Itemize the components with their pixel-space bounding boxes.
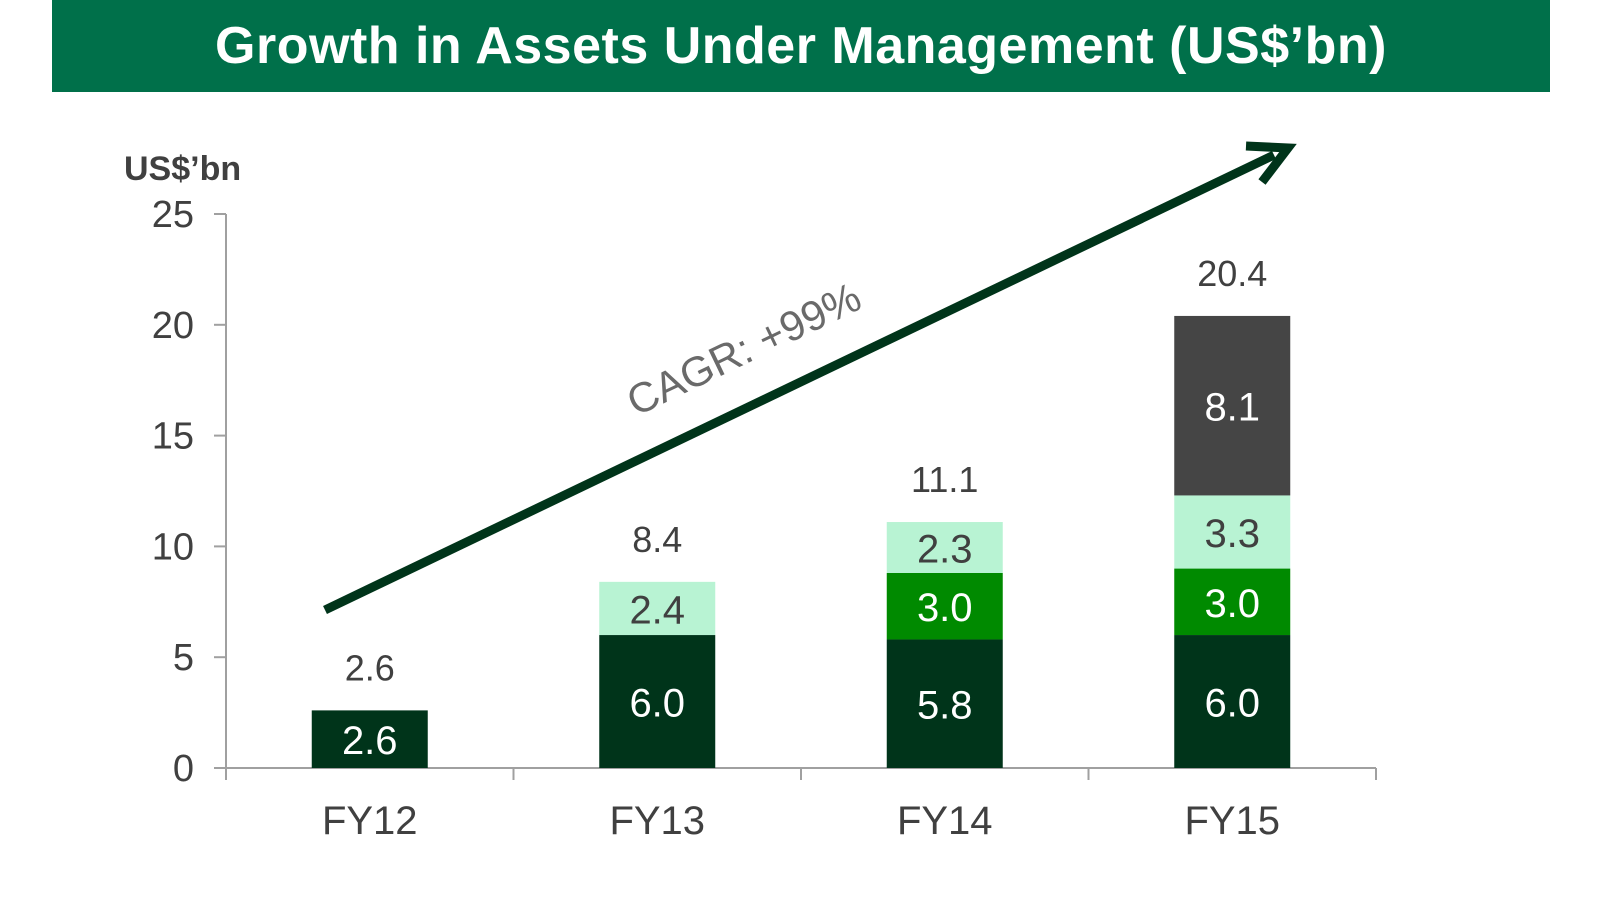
y-tick-label: 15 [152, 416, 194, 458]
chart-title: Growth in Assets Under Management (US$’b… [215, 17, 1387, 75]
segment-value-label: 5.8 [917, 684, 973, 728]
bar-total-label: 2.6 [345, 647, 395, 688]
bar-segment [886, 572, 1003, 640]
segment-value-label: 6.0 [629, 682, 685, 726]
bar-segment [1174, 495, 1291, 569]
bar-total-label: 8.4 [632, 519, 682, 560]
segment-value-label: 3.0 [917, 586, 973, 630]
x-tick-label: FY15 [1184, 799, 1280, 843]
cagr-annotation-text: CAGR: +99% [619, 273, 868, 425]
y-tick-label: 10 [152, 526, 194, 568]
cagr-arrow-shaft [323, 150, 1276, 615]
bar-segment [886, 639, 1003, 768]
y-axis-label: US$’bn [124, 150, 241, 188]
segment-value-label: 3.3 [1204, 512, 1260, 556]
y-tick-label: 25 [152, 194, 194, 236]
bar-segment [311, 710, 428, 768]
x-tick-label: FY13 [609, 799, 705, 843]
x-tick-label: FY14 [897, 799, 993, 843]
bar-segment [1174, 315, 1291, 496]
y-tick-label: 0 [173, 748, 194, 790]
x-tick-label: FY12 [322, 799, 418, 843]
title-bar: Growth in Assets Under Management (US$’b… [52, 0, 1550, 92]
bar-segment [1174, 635, 1291, 768]
bar-segment [599, 581, 716, 636]
bar-segment [886, 522, 1003, 573]
bar-segment [599, 635, 716, 768]
segment-value-label: 2.3 [917, 528, 973, 572]
bar-total-label: 11.1 [911, 459, 978, 500]
segment-value-label: 8.1 [1204, 386, 1260, 430]
y-tick-label: 5 [173, 637, 194, 679]
segment-value-label: 6.0 [1204, 682, 1260, 726]
segment-value-label: 3.0 [1204, 582, 1260, 626]
bar-total-label: 20.4 [1197, 253, 1267, 294]
bar-segment [1174, 568, 1291, 636]
cagr-arrow-head [1245, 141, 1297, 185]
segment-value-label: 2.4 [629, 588, 685, 632]
segment-value-label: 2.6 [342, 719, 398, 763]
y-tick-label: 20 [152, 305, 194, 347]
